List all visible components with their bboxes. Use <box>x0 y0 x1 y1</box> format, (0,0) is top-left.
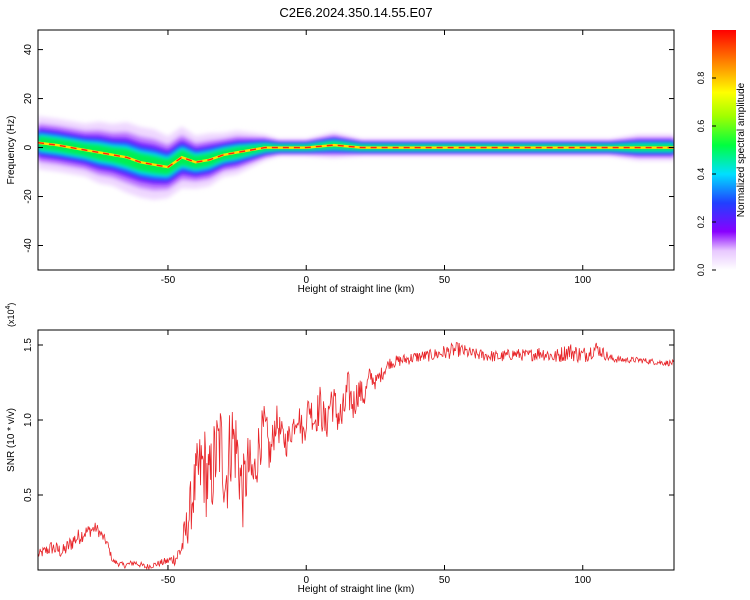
spectrogram-x-ticks: -50 0 50 100 <box>161 30 592 286</box>
spectrogram-frame <box>37 29 675 271</box>
x-tick-label: 0 <box>303 275 309 286</box>
spectrogram-panel: -50 0 50 100 -40 -20 0 20 40 Height of straight… <box>6 29 675 295</box>
ridge-core-red <box>38 142 674 168</box>
colorbar-tick-label: 0.2 <box>696 216 706 229</box>
y-tick-label: 40 <box>23 44 34 56</box>
x-tick-label: 100 <box>574 275 591 286</box>
spectrogram-x-label: Height of straight line (km) <box>298 284 415 295</box>
x-tick-label: -50 <box>161 575 176 586</box>
snr-x-label: Height of straight line (km) <box>298 584 415 595</box>
y-tick-label: -40 <box>23 238 34 253</box>
colorbar-tick-label: 0.4 <box>696 168 706 181</box>
colorbar-tick-label: 0.6 <box>696 120 706 133</box>
colorbar: 0.0 0.2 0.4 0.6 0.8 Normalized spectral ampl… <box>696 30 747 276</box>
x-tick-label: -50 <box>161 275 176 286</box>
band-green <box>38 136 674 175</box>
spectrogram-band <box>38 116 674 200</box>
spectrogram-y-ticks: -40 -20 0 20 40 <box>23 44 674 253</box>
y-tick-label: 1.0 <box>23 413 34 427</box>
y-tick-label: 0 <box>23 144 34 150</box>
snr-series-line <box>38 342 674 570</box>
x-tick-label: 50 <box>439 275 451 286</box>
colorbar-tick-label: 0.0 <box>696 264 706 277</box>
snr-y-ticks: 0.5 1.0 1.5 <box>23 338 674 502</box>
colorbar-tick-label: 0.8 <box>696 72 706 85</box>
snr-y-multiplier: (x104) <box>5 303 16 327</box>
y-tick-label: 1.5 <box>23 338 34 352</box>
snr-x-ticks: -50 0 50 100 <box>161 330 592 586</box>
x-tick-label: 0 <box>303 575 309 586</box>
y-tick-label: 20 <box>23 93 34 105</box>
y-tick-label: -20 <box>23 189 34 204</box>
figure-title: C2E6.2024.350.14.55.E07 <box>279 5 432 20</box>
colorbar-scale <box>712 30 736 270</box>
x-tick-label: 100 <box>574 575 591 586</box>
spectrogram-y-label: Frequency (Hz) <box>6 116 17 185</box>
y-tick-label: 0.5 <box>23 488 34 502</box>
colorbar-label: Normalized spectral amplitude <box>736 82 747 217</box>
snr-panel: -50 0 50 100 0.5 1.0 1.5 Height of straight l… <box>5 303 675 595</box>
snr-y-label: SNR (10 * v/v) <box>6 408 17 472</box>
snr-frame <box>37 329 675 571</box>
colorbar-ticks: 0.0 0.2 0.4 0.6 0.8 <box>696 72 716 277</box>
x-tick-label: 50 <box>439 575 451 586</box>
